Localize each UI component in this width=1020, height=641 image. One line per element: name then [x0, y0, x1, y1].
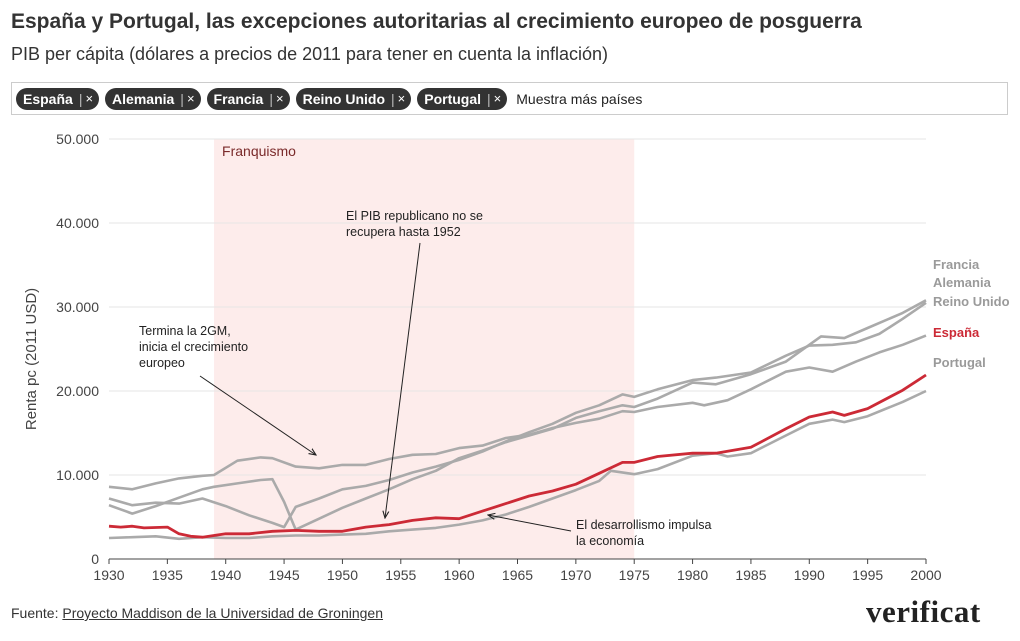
- annotation-line: recupera hasta 1952: [346, 225, 461, 239]
- x-tick-label: 1970: [560, 567, 591, 583]
- more-countries-input[interactable]: Muestra más países: [516, 90, 643, 107]
- series-label: Reino Unido: [933, 294, 1010, 309]
- remove-icon[interactable]: ×: [85, 91, 94, 106]
- x-tick-label: 2000: [910, 567, 941, 583]
- x-tick-label: 1955: [385, 567, 416, 583]
- x-tick-label: 1930: [93, 567, 124, 583]
- chip-espana: España | ×: [16, 87, 100, 110]
- y-tick-label: 20.000: [56, 383, 99, 399]
- series-label: Francia: [933, 257, 980, 272]
- series-label: Portugal: [933, 355, 986, 370]
- x-tick-label: 1960: [444, 567, 475, 583]
- chip-label: Portugal: [424, 90, 482, 107]
- annotation-line: inicia el crecimiento: [139, 340, 248, 354]
- series-line-españa: [108, 373, 927, 539]
- chip-francia: Francia | ×: [206, 87, 290, 110]
- chip-separator: |: [391, 90, 395, 107]
- remove-icon[interactable]: ×: [275, 91, 284, 106]
- remove-icon[interactable]: ×: [493, 91, 502, 106]
- annotation-line: europeo: [139, 356, 185, 370]
- chip-reino-unido: Reino Unido | ×: [295, 87, 412, 110]
- y-tick-label: 0: [91, 551, 99, 567]
- y-tick-label: 10.000: [56, 467, 99, 483]
- franquismo-band: [214, 139, 635, 559]
- annotation-line: El desarrollismo impulsa: [576, 518, 712, 532]
- chip-label: Francia: [213, 90, 264, 107]
- country-selector[interactable]: España | × Alemania | × Francia | × Reino Unid…: [11, 82, 1008, 115]
- x-tick-label: 1940: [210, 567, 241, 583]
- source-prefix: Fuente:: [11, 605, 63, 621]
- chip-label: España: [23, 90, 73, 107]
- y-tick-label: 50.000: [56, 131, 99, 147]
- x-tick-label: 1990: [794, 567, 825, 583]
- annotation-arrow: [385, 242, 421, 518]
- source-note: Fuente: Proyecto Maddison de la Universi…: [11, 605, 383, 621]
- chip-label: Alemania: [112, 90, 175, 107]
- chart-title: España y Portugal, las excepciones autor…: [11, 10, 862, 33]
- x-tick-label: 1985: [735, 567, 766, 583]
- annotation-line: El PIB republicano no se: [346, 209, 483, 223]
- y-tick-label: 40.000: [56, 215, 99, 231]
- chip-portugal: Portugal | ×: [417, 87, 508, 110]
- x-tick-label: 1945: [268, 567, 299, 583]
- series-line-portugal: [108, 389, 927, 541]
- franquismo-label: Franquismo: [222, 143, 296, 159]
- chip-separator: |: [269, 90, 273, 107]
- y-tick-label: 30.000: [56, 299, 99, 315]
- annotation-text: El desarrollismo impulsa la economía: [576, 518, 712, 548]
- remove-icon[interactable]: ×: [186, 91, 195, 106]
- chip-label: Reino Unido: [302, 90, 386, 107]
- x-tick-label: 1980: [677, 567, 708, 583]
- chart-subtitle: PIB per cápita (dólares a precios de 201…: [11, 44, 609, 64]
- remove-icon[interactable]: ×: [397, 91, 406, 106]
- x-tick-label: 1935: [152, 567, 183, 583]
- annotation-line: Termina la 2GM,: [139, 324, 231, 338]
- series-line-alemania: [108, 299, 927, 531]
- x-tick-label: 1950: [327, 567, 358, 583]
- x-tick-label: 1975: [619, 567, 650, 583]
- y-axis-title: Renta pc (2011 USD): [23, 288, 40, 430]
- source-link[interactable]: Proyecto Maddison de la Universidad de G…: [62, 605, 384, 621]
- annotation-text: El PIB republicano no se recupera hasta 1…: [346, 209, 483, 239]
- x-tick-label: 1995: [852, 567, 883, 583]
- annotation-line: la economía: [576, 534, 644, 548]
- chip-separator: |: [78, 90, 83, 107]
- chip-separator: |: [487, 90, 491, 107]
- series-label: España: [933, 325, 980, 340]
- annotation-text: Termina la 2GM, inicia el crecimiento euro…: [139, 324, 248, 370]
- annotation-arrow: [488, 515, 572, 532]
- chip-separator: |: [180, 90, 184, 107]
- annotation-arrow: [199, 375, 316, 455]
- series-line-reino-unido: [108, 334, 927, 491]
- x-tick-label: 1965: [502, 567, 533, 583]
- chip-alemania: Alemania | ×: [105, 87, 201, 110]
- series-label: Alemania: [933, 275, 992, 290]
- verificat-logo: verificat: [866, 594, 981, 629]
